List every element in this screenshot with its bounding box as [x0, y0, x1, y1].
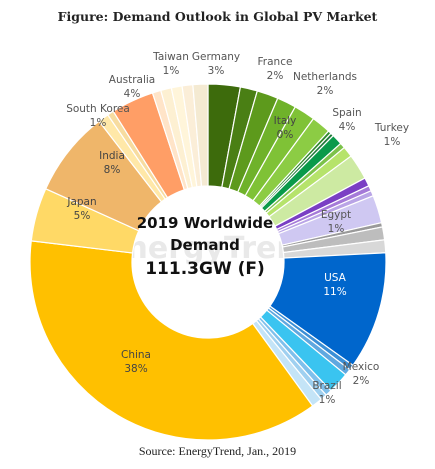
center-label: 2019 Worldwide Demand 111.3GW (F) [137, 214, 273, 279]
value-label-egypt: 1% [328, 223, 345, 235]
label-australia: Australia [109, 74, 155, 86]
slices-group [29, 83, 387, 441]
value-label-taiwan: 1% [163, 65, 180, 77]
value-label-turkey: 1% [384, 136, 401, 148]
value-label-usa: 11% [323, 286, 346, 298]
center-line-3: 111.3GW (F) [145, 259, 265, 279]
label-brazil: Brazil [312, 380, 341, 392]
label-netherlands: Netherlands [293, 71, 357, 83]
label-egypt: Egypt [321, 209, 351, 221]
label-france: France [258, 56, 293, 68]
label-south-korea: South Korea [66, 103, 130, 115]
figure-title: Figure: Demand Outlook in Global PV Mark… [57, 9, 378, 24]
label-japan: Japan [66, 196, 96, 208]
label-spain: Spain [332, 107, 361, 119]
slice-unlabeled-37 [192, 83, 209, 187]
label-india: India [99, 150, 125, 162]
label-taiwan: Taiwan [152, 51, 189, 63]
label-china: China [121, 349, 151, 361]
label-mexico: Mexico [343, 361, 380, 373]
center-line-2: Demand [170, 236, 240, 254]
value-label-japan: 5% [74, 210, 91, 222]
value-label-france: 2% [267, 70, 284, 82]
labels-group: Germany 3% France 2% Netherlands 2% Italy 0% Spa… [66, 51, 409, 406]
value-label-mexico: 2% [353, 375, 370, 387]
slice-china [29, 240, 314, 441]
value-label-australia: 4% [124, 88, 141, 100]
value-label-netherlands: 2% [317, 85, 334, 97]
label-italy: Italy [274, 115, 297, 127]
label-turkey: Turkey [374, 122, 409, 134]
value-label-india: 8% [104, 164, 121, 176]
value-label-spain: 4% [339, 121, 356, 133]
source-note: Source: EnergyTrend, Jan., 2019 [138, 444, 297, 458]
value-label-south-korea: 1% [90, 117, 107, 129]
value-label-italy: 0% [277, 129, 294, 141]
value-label-germany: 3% [208, 65, 225, 77]
value-label-brazil: 1% [319, 394, 336, 406]
label-germany: Germany [192, 51, 240, 63]
value-label-china: 38% [124, 363, 147, 375]
label-usa: USA [324, 272, 347, 284]
center-line-1: 2019 Worldwide [137, 214, 273, 232]
